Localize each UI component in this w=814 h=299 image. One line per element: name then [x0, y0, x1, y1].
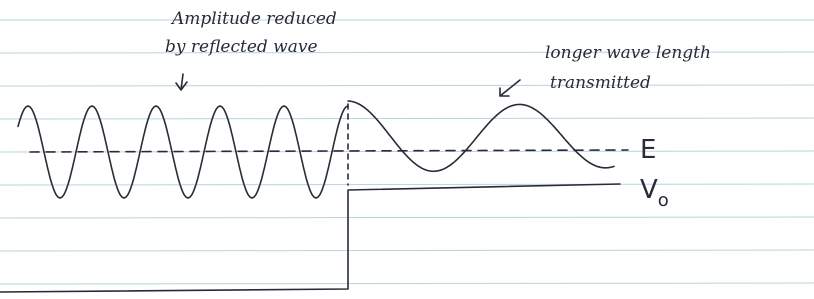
- potential-step: [0, 184, 620, 292]
- wave-path: [348, 101, 614, 171]
- annotation: Amplitude reduced: [170, 9, 337, 29]
- potential-main: V: [640, 175, 658, 205]
- diagram: Amplitude reduced by reflected wave long…: [0, 0, 814, 299]
- wave: [18, 101, 614, 198]
- annotation: transmitted: [550, 73, 651, 93]
- energy-label: E: [640, 135, 656, 165]
- annotation: by reflected wave: [165, 37, 318, 57]
- arrow: [500, 80, 520, 96]
- potential-label: Vo: [640, 175, 669, 211]
- arrow: [176, 74, 187, 90]
- annotation: longer wave length: [545, 43, 711, 63]
- potential-sub: o: [658, 190, 669, 211]
